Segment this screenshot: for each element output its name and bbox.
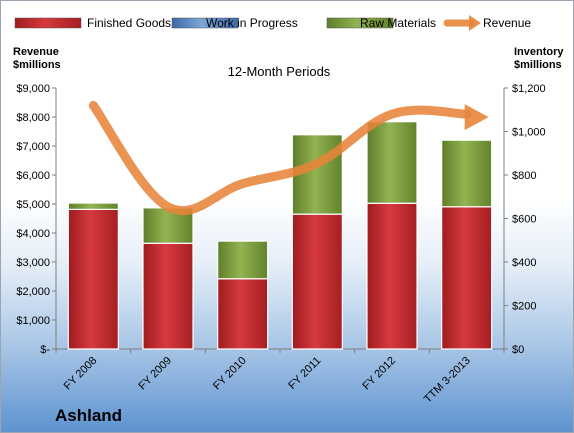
x-tick-label: FY 2011 [286,355,323,392]
bar-raw-materials [67,202,119,210]
right-tick-label: $1,200 [512,83,546,95]
x-tick-label: FY 2008 [62,355,100,393]
bar-finished-goods [142,242,194,350]
x-tick-label: FY 2012 [360,355,398,393]
right-tick-label: $200 [512,301,536,313]
left-tick-label: $5,000 [16,199,50,211]
bar-finished-goods [441,206,493,350]
left-axis-label-line1: Revenue [13,46,59,58]
left-axis-label: Revenue $millions [13,46,61,72]
bar-raw-materials [217,240,269,280]
legend-swatch-raw-materials [326,17,394,29]
revenue-line [88,100,472,216]
bar-finished-goods [291,213,343,350]
right-tick-label: $400 [512,257,536,269]
legend-label-work-in-progress: Work in Progress [206,16,298,30]
bar-finished-goods [217,278,269,350]
right-axis-label: Inventory $millions [514,46,564,72]
revenue-arrowhead [464,104,489,131]
bar-finished-goods [366,202,418,350]
right-tick-label: $800 [512,170,536,182]
chart-title: 12-Month Periods [228,64,331,79]
right-tick-label: $600 [512,214,536,226]
left-tick-label: $6,000 [16,170,50,182]
company-name: Ashland [55,406,123,425]
left-tick-label: $2,000 [16,286,50,298]
bar-raw-materials [441,139,493,208]
legend-label-raw-materials: Raw Materials [360,16,436,30]
right-axis-label-line1: Inventory [514,46,564,58]
legend-label-finished-goods: Finished Goods [87,16,171,30]
legend-label-revenue: Revenue [483,16,531,30]
left-tick-label: $- [40,344,50,356]
left-tick-label: $3,000 [16,257,50,269]
legend-swatch-work-in-progress [171,17,239,29]
x-tick-label: FY 2010 [211,355,249,393]
right-axis-label-line2: $millions [514,59,562,71]
left-tick-label: $4,000 [16,228,50,240]
bars [67,121,493,350]
left-tick-label: $8,000 [16,112,50,124]
left-tick-label: $9,000 [16,83,50,95]
revenue-line-group [88,100,489,216]
bar-finished-goods [67,208,119,350]
legend-swatch-finished-goods [14,17,82,29]
left-tick-label: $1,000 [16,315,50,327]
left-axis-label-line2: $millions [13,59,61,71]
bar-raw-materials [366,121,418,204]
legend-arrow-revenue [469,15,481,31]
legend: Finished Goods Work in Progress Raw Materi… [14,15,531,31]
x-tick-label: TTM 3-2013 [422,355,473,406]
right-tick-label: $1,000 [512,127,546,139]
x-tick-label: FY 2009 [136,355,174,393]
right-tick-label: $0 [512,344,524,356]
left-tick-label: $7,000 [16,141,50,153]
